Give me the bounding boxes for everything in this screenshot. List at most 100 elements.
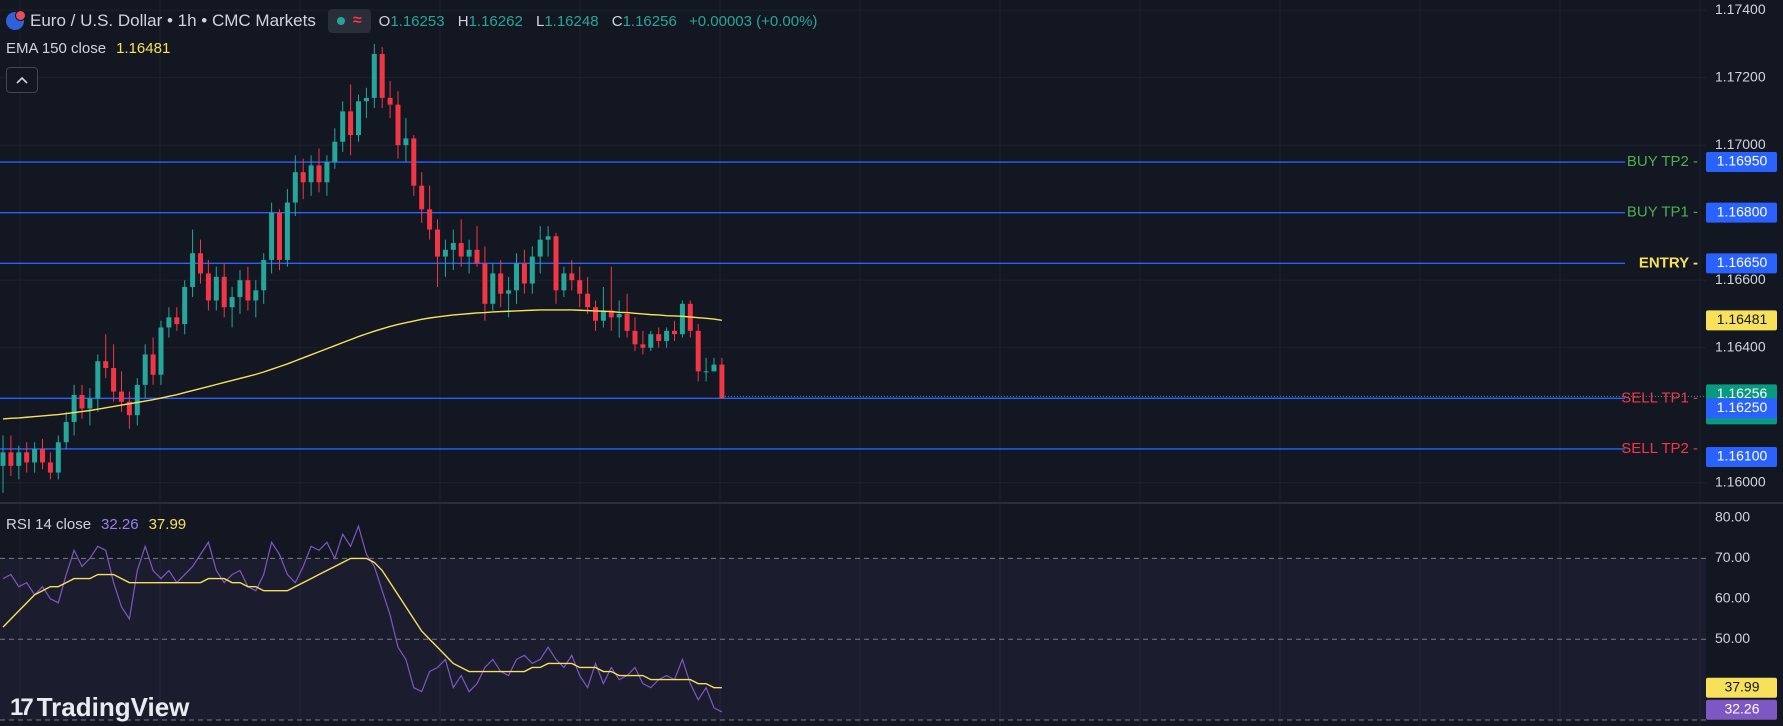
candle-body bbox=[332, 141, 338, 163]
tradingview-logo[interactable]: 17 TradingView bbox=[10, 692, 189, 723]
price-marker-entry: 1.16650 bbox=[1717, 254, 1768, 270]
ohlc-open: 1.16253 bbox=[390, 12, 445, 30]
price-marker-buy-tp2: 1.16950 bbox=[1717, 153, 1768, 169]
level-label-buy-tp2: BUY TP2 - bbox=[1627, 153, 1698, 170]
candle-body bbox=[16, 452, 22, 466]
candle-body bbox=[40, 448, 45, 463]
ema-line bbox=[2, 309, 723, 420]
candle-body bbox=[213, 276, 219, 301]
ema-legend[interactable]: EMA 150 close 1.16481 bbox=[6, 40, 170, 57]
candle-body bbox=[679, 303, 685, 335]
candle-body bbox=[514, 263, 519, 291]
candle-body bbox=[63, 421, 69, 443]
candle-body bbox=[308, 165, 314, 183]
candle-body bbox=[569, 273, 575, 281]
candle-body bbox=[419, 185, 425, 210]
ema-value: 1.16481 bbox=[116, 40, 171, 57]
candle-body bbox=[190, 253, 196, 287]
candle-body bbox=[8, 452, 14, 466]
rsi-ma-value: 37.99 bbox=[148, 516, 187, 533]
candle-body bbox=[608, 310, 614, 318]
candle-body bbox=[506, 290, 512, 294]
candle-body bbox=[632, 330, 638, 345]
ema-price-marker-bg bbox=[1706, 310, 1777, 331]
symbol-title[interactable]: Euro / U.S. Dollar • 1h • CMC Markets bbox=[30, 11, 316, 30]
candle-body bbox=[95, 361, 101, 399]
candle-body bbox=[711, 364, 717, 372]
candle-body bbox=[616, 313, 622, 318]
ohlc-close: 1.16256 bbox=[622, 12, 677, 30]
ohlc-change: +0.00003 (+0.00%) bbox=[688, 12, 818, 30]
level-label-entry: ENTRY - bbox=[1639, 254, 1698, 271]
candle-body bbox=[411, 138, 417, 186]
rsi-marker: 32.26 bbox=[1724, 700, 1759, 716]
candle-body bbox=[521, 263, 527, 284]
candle-body bbox=[348, 111, 354, 136]
market-open-dot-icon bbox=[336, 17, 345, 25]
candle-body bbox=[719, 364, 725, 399]
market-status-pill[interactable]: ≈ bbox=[327, 9, 371, 33]
rsi-tick-label: 70.00 bbox=[1715, 549, 1750, 565]
candle-body bbox=[371, 54, 377, 98]
price-marker-buy-tp1-bg bbox=[1706, 202, 1777, 223]
rsi-ma-line bbox=[2, 557, 722, 689]
candle-body bbox=[529, 256, 535, 284]
candle-body bbox=[71, 394, 77, 422]
price-marker-sell-tp2-bg bbox=[1706, 446, 1777, 467]
candle-body bbox=[427, 209, 433, 230]
candle-body bbox=[55, 442, 61, 473]
candle-body bbox=[269, 212, 275, 260]
candle-body bbox=[277, 212, 282, 260]
candle-body bbox=[79, 394, 85, 409]
ohlc-values: O1.16253 H1.16262 L1.16248 C1.16256 +0.0… bbox=[379, 13, 818, 30]
candle-body bbox=[561, 273, 567, 291]
candle-body bbox=[403, 138, 409, 146]
ohlc-high-label: H bbox=[457, 12, 469, 30]
rsi-tick-label: 60.00 bbox=[1715, 590, 1750, 606]
rsi-tick-label: 50.00 bbox=[1715, 630, 1750, 646]
price-tick-label: 1.16400 bbox=[1715, 338, 1766, 354]
candle-body bbox=[182, 286, 188, 325]
candle-body bbox=[340, 111, 346, 142]
candle-body bbox=[253, 290, 259, 301]
candle-body bbox=[32, 448, 38, 463]
collapse-legend-button[interactable] bbox=[6, 67, 38, 93]
candle-body bbox=[379, 54, 385, 98]
rsi-legend[interactable]: RSI 14 close 32.26 37.99 bbox=[6, 516, 186, 533]
price-marker-buy-tp1: 1.16800 bbox=[1717, 203, 1768, 219]
candle-body bbox=[695, 330, 701, 372]
candle-body bbox=[324, 162, 330, 183]
rsi-ma-marker: 37.99 bbox=[1724, 678, 1759, 694]
candle-body bbox=[119, 391, 124, 402]
candle-body bbox=[245, 280, 251, 301]
candle-body bbox=[442, 249, 448, 257]
candle-body bbox=[640, 344, 646, 348]
rsi-band-background bbox=[0, 558, 1706, 720]
last-price-marker: 1.16256 bbox=[1717, 385, 1768, 401]
rsi-label: RSI 14 close bbox=[6, 516, 92, 533]
ohlc-low: 1.16248 bbox=[544, 12, 599, 30]
candle-body bbox=[103, 361, 109, 368]
tradingview-logo-text: TradingView bbox=[36, 692, 190, 722]
price-marker-entry-bg bbox=[1706, 253, 1777, 274]
candle-body bbox=[150, 354, 156, 375]
chevron-up-icon bbox=[16, 76, 28, 84]
candle-body bbox=[158, 327, 164, 375]
candle-body bbox=[656, 334, 662, 341]
price-marker-sell-tp2: 1.16100 bbox=[1717, 448, 1768, 464]
price-tick-label: 1.16000 bbox=[1715, 473, 1766, 489]
candle-body bbox=[600, 310, 606, 321]
candle-body bbox=[395, 104, 401, 146]
candle-body bbox=[126, 401, 132, 416]
price-marker-buy-tp2-bg bbox=[1706, 152, 1777, 173]
candle-body bbox=[221, 276, 227, 308]
candle-body bbox=[553, 236, 559, 291]
candle-body bbox=[387, 97, 393, 105]
candle-body bbox=[498, 273, 504, 294]
candle-body bbox=[474, 249, 480, 264]
candle-body bbox=[198, 253, 203, 274]
candle-body bbox=[356, 101, 361, 136]
rsi-ma-marker-bg bbox=[1706, 677, 1777, 698]
rsi-line bbox=[2, 524, 723, 713]
